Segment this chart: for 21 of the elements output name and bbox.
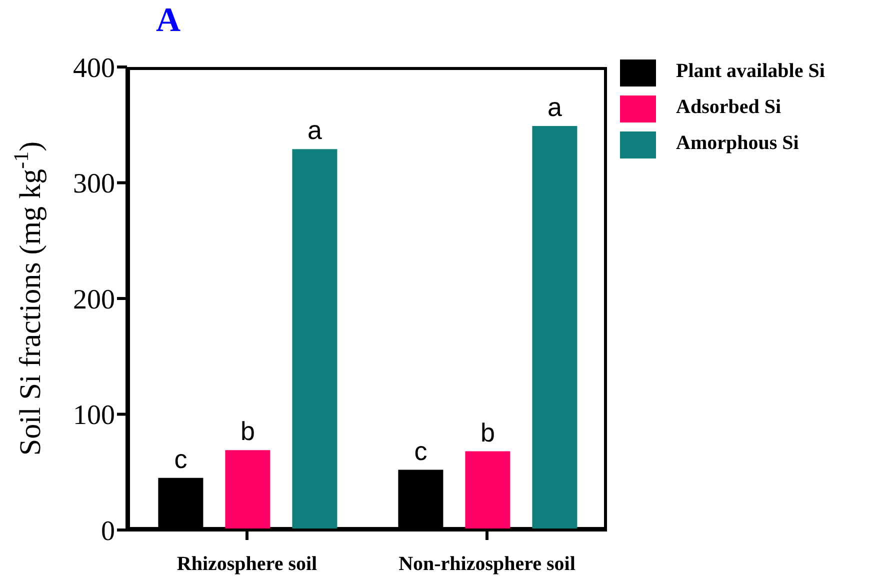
x-tick-label: Rhizosphere soil — [176, 553, 318, 576]
bar — [292, 149, 338, 530]
chart-title: A — [156, 2, 181, 40]
bar — [532, 126, 578, 530]
annotation: a — [547, 92, 562, 122]
y-tick-label: 200 — [73, 284, 115, 316]
legend-label: Adsorbed Si — [676, 96, 782, 118]
annotation: c — [414, 436, 428, 466]
annotation: a — [307, 115, 322, 146]
y-tick-label: 0 — [101, 516, 115, 547]
x-tick-label: Non-rhizosphere soil — [398, 553, 576, 576]
bar — [225, 450, 270, 530]
y-tick-label: 400 — [73, 52, 115, 84]
annotation: c — [174, 444, 188, 474]
legend-label: Plant available Si — [676, 60, 825, 82]
annotation: b — [240, 416, 255, 446]
y-tick-label: 100 — [73, 400, 115, 432]
bar — [465, 451, 510, 530]
y-tick-label: 300 — [73, 168, 115, 200]
annotation: b — [480, 417, 495, 448]
legend-label: Amorphous Si — [676, 132, 799, 154]
